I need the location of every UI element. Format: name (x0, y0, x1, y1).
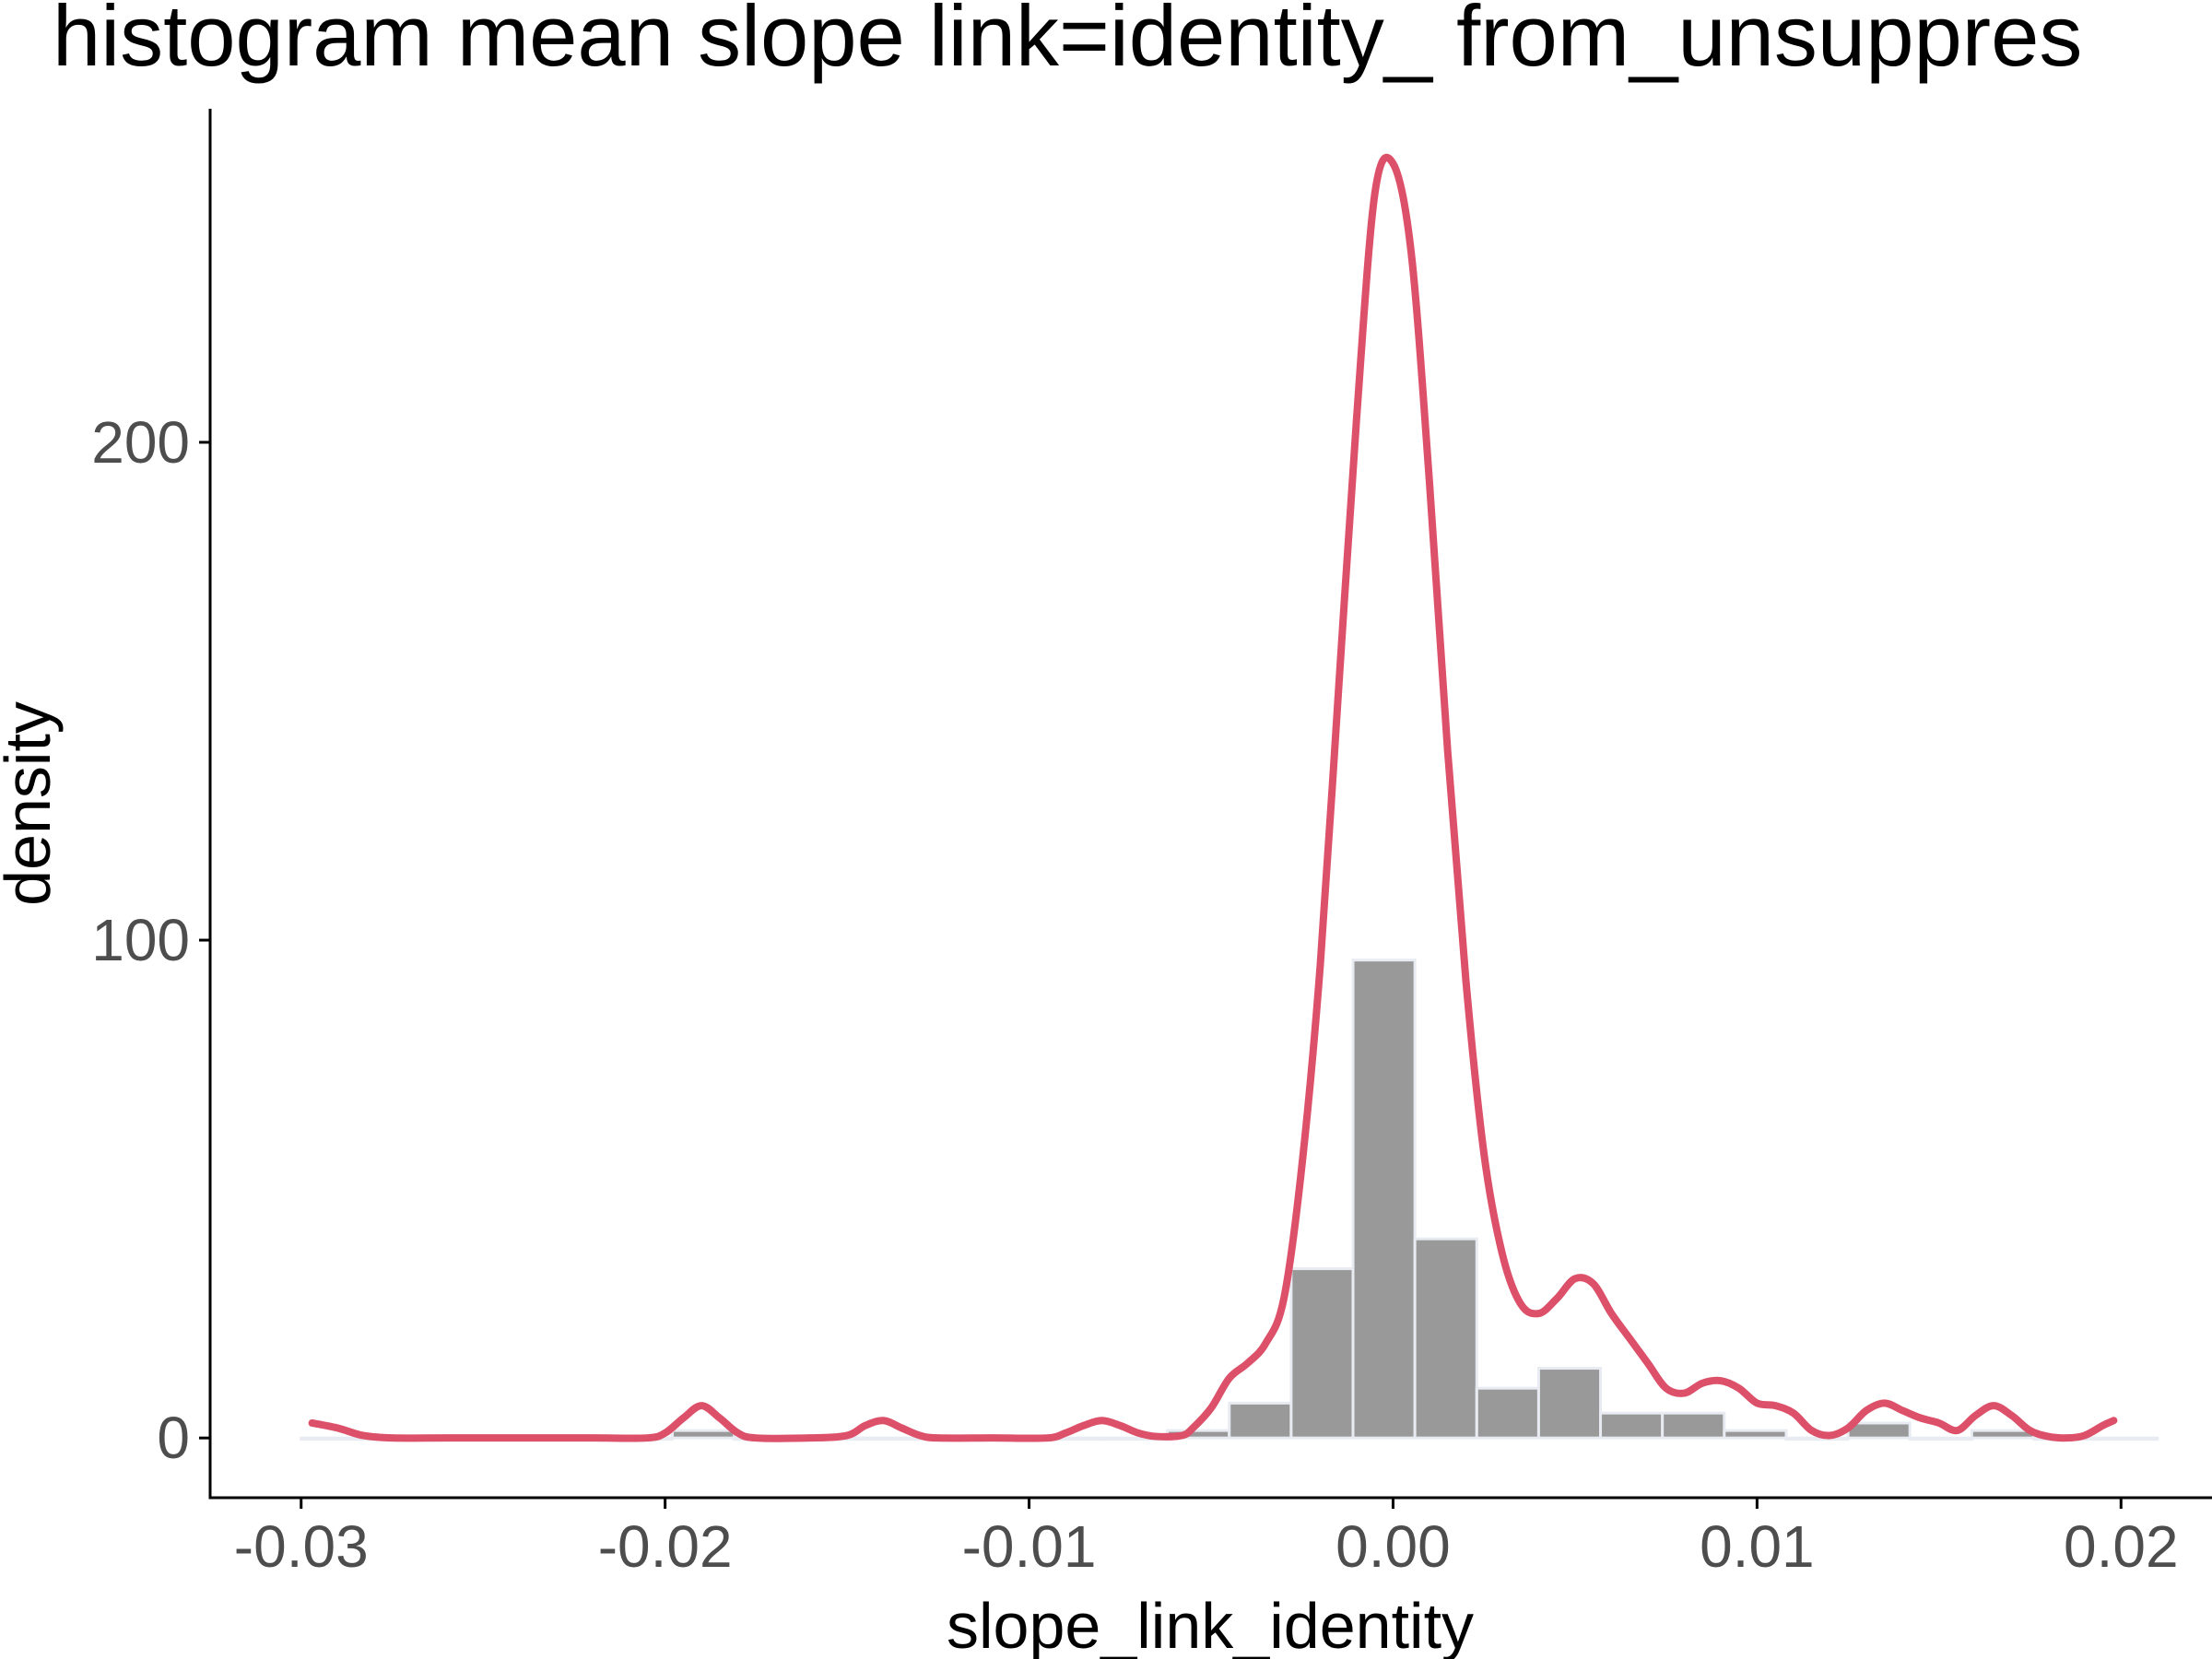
axis-ticks: -0.03 -0.02 -0.01 0.00 0.01 0.02 0 100 200 (91, 409, 2178, 1580)
chart-title: histogram mean slope link=identity_ from… (53, 0, 2082, 84)
histogram-bar-27 (1970, 1429, 2035, 1440)
x-tick-label: -0.02 (598, 1513, 733, 1580)
x-axis-label: slope_link_identity (947, 1590, 1474, 1659)
histogram-bars (300, 959, 2159, 1441)
histogram-bar-20 (1536, 1367, 1603, 1440)
histogram-bar-22 (1661, 1411, 1726, 1440)
histogram-bar-26 (1908, 1436, 1973, 1441)
y-axis-label: density (0, 701, 64, 906)
histogram-bar-18 (1413, 1237, 1478, 1440)
x-tick-label: 0.01 (1700, 1513, 1815, 1580)
y-tick-label: 0 (157, 1405, 190, 1471)
histogram-bar-6 (671, 1429, 736, 1440)
histogram-bar-29 (2094, 1436, 2159, 1441)
x-tick-label: -0.03 (234, 1513, 369, 1580)
axes (208, 109, 2212, 1500)
y-tick-label: 100 (91, 907, 190, 973)
histogram-bar-17 (1351, 959, 1417, 1440)
x-tick-label: 0.00 (1335, 1513, 1451, 1580)
histogram-bar-9 (856, 1436, 922, 1441)
x-tick-label: -0.01 (962, 1513, 1097, 1580)
histogram-bar-21 (1599, 1411, 1665, 1440)
histogram-bar-15 (1228, 1401, 1293, 1440)
histogram-bar-16 (1289, 1267, 1355, 1440)
density-curve (308, 153, 2118, 1442)
histogram-bar-23 (1723, 1429, 1788, 1440)
x-tick-label: 0.02 (2064, 1513, 2179, 1580)
histogram-bar-19 (1475, 1386, 1540, 1440)
histogram-bar-0 (300, 1436, 365, 1441)
histogram-bar-24 (1784, 1436, 1850, 1441)
y-tick-label: 200 (91, 409, 190, 476)
density-curve-layer (308, 153, 2118, 1442)
histogram-bar-25 (1846, 1421, 1912, 1440)
